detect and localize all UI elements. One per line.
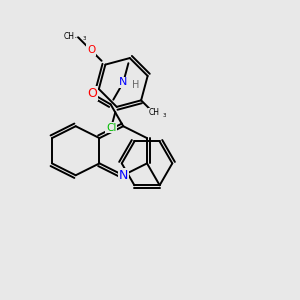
Text: 3: 3	[82, 36, 86, 41]
Text: H: H	[132, 80, 140, 90]
Text: Cl: Cl	[106, 122, 116, 133]
Text: 3: 3	[163, 113, 166, 118]
Text: CH: CH	[148, 108, 159, 117]
Text: CH: CH	[64, 32, 75, 41]
Text: N: N	[119, 77, 128, 88]
Text: O: O	[87, 87, 97, 100]
Text: O: O	[87, 45, 95, 55]
Text: N: N	[118, 169, 128, 182]
Text: methoxy: methoxy	[75, 37, 81, 38]
